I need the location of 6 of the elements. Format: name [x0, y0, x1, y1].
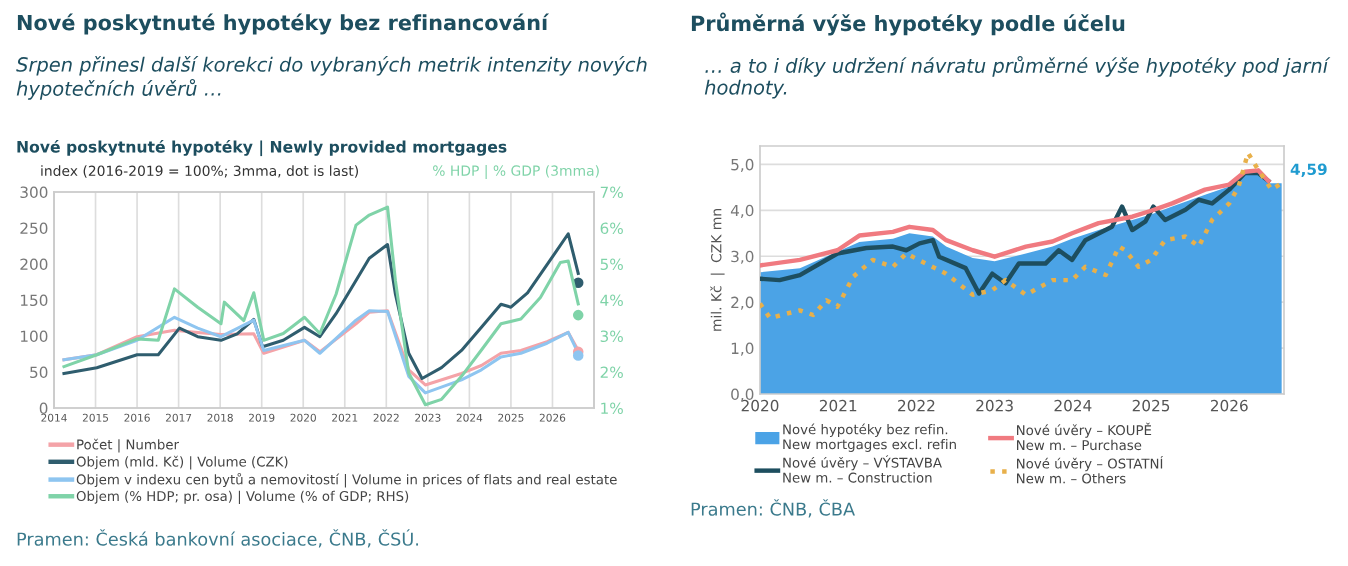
chart-subtitle: … a to i díky udržení návratu průměrné výše hypotéky pod jarní hodnoty.: [704, 56, 1331, 99]
chart-title: Průměrná výše hypotéky podle účelu: [691, 12, 1125, 36]
text: Pramen: ČNB, ČBA: [691, 499, 855, 518]
text: Pramen: Česká bankovní asociace, ČNB, ČSÚ.: [17, 529, 418, 548]
chart-subtitle: Srpen přinesl další korekci do vybraných metrik intenzity nových hypotečních úvěrů …: [16, 56, 647, 100]
chart-title: Nové poskytnuté hypotéky bez refinancování: [17, 13, 550, 35]
